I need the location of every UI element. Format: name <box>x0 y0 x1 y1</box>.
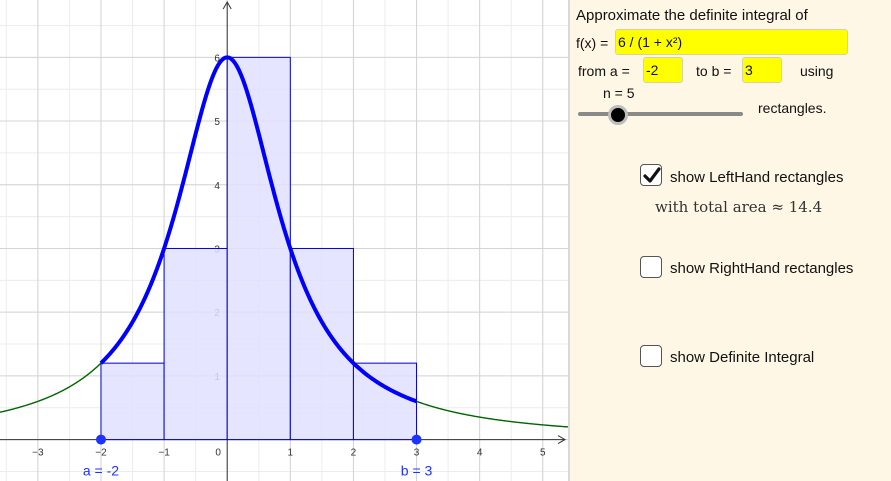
panel-title: Approximate the definite integral of <box>576 7 808 24</box>
function-graph[interactable]: −3−2−1012345123456a = -2b = 3 <box>0 0 568 481</box>
function-curve-interval <box>99 55 418 404</box>
b-input[interactable]: 3 <box>742 57 782 83</box>
control-panel: Approximate the definite integral of f(x… <box>570 0 891 481</box>
x-tick-label: 4 <box>477 448 483 459</box>
lefthand-rectangle <box>100 362 165 441</box>
x-tick-label: 3 <box>414 448 420 459</box>
x-axis-arrow <box>557 435 567 445</box>
x-tick-label: 5 <box>540 448 546 459</box>
to-label: to b = <box>696 63 732 79</box>
x-tick-label: 2 <box>351 448 357 459</box>
x-tick-label: 0 <box>215 448 221 459</box>
righthand-label: show RightHand rectangles <box>670 260 854 277</box>
y-tick-label: 5 <box>214 117 220 128</box>
total-area-text: with total area ≈ 14.4 <box>655 198 823 216</box>
point-b <box>411 434 422 445</box>
lefthand-rectangle <box>352 362 418 441</box>
x-tick-label: 1 <box>288 448 294 459</box>
lefthand-rectangle <box>226 56 291 441</box>
point-a <box>95 434 106 445</box>
graphics-view[interactable]: −3−2−1012345123456a = -2b = 3 <box>0 0 568 481</box>
checkmark-icon <box>643 167 661 183</box>
using-label: using <box>800 63 834 79</box>
point-a-label: a = -2 <box>83 463 119 479</box>
definite-integral-checkbox[interactable] <box>640 345 662 367</box>
fx-label: f(x) = <box>576 35 609 51</box>
y-tick-label: 4 <box>214 181 220 192</box>
function-input[interactable]: 6 / (1 + x²) <box>615 29 848 55</box>
function-curve-left <box>0 362 102 413</box>
a-input[interactable]: -2 <box>643 57 683 83</box>
x-tick-label: −1 <box>158 448 170 459</box>
n-label: n = 5 <box>603 85 635 101</box>
y-tick-label: 6 <box>214 53 220 64</box>
lefthand-label: show LeftHand rectangles <box>670 169 844 186</box>
righthand-checkbox[interactable] <box>640 256 662 278</box>
definite-integral-label: show Definite Integral <box>670 349 815 366</box>
from-label: from a = <box>578 63 630 79</box>
x-tick-label: −2 <box>95 448 107 459</box>
x-tick-label: −3 <box>32 448 44 459</box>
n-slider-knob[interactable] <box>608 105 629 125</box>
panel-divider <box>568 0 570 481</box>
function-curve-right <box>416 400 568 428</box>
point-b-label: b = 3 <box>401 463 433 479</box>
n-slider-track[interactable] <box>578 112 743 116</box>
rectangles-label: rectangles. <box>758 100 827 116</box>
lefthand-rectangle <box>163 247 228 441</box>
lefthand-checkbox[interactable] <box>640 164 662 186</box>
y-axis-arrow <box>222 0 232 10</box>
